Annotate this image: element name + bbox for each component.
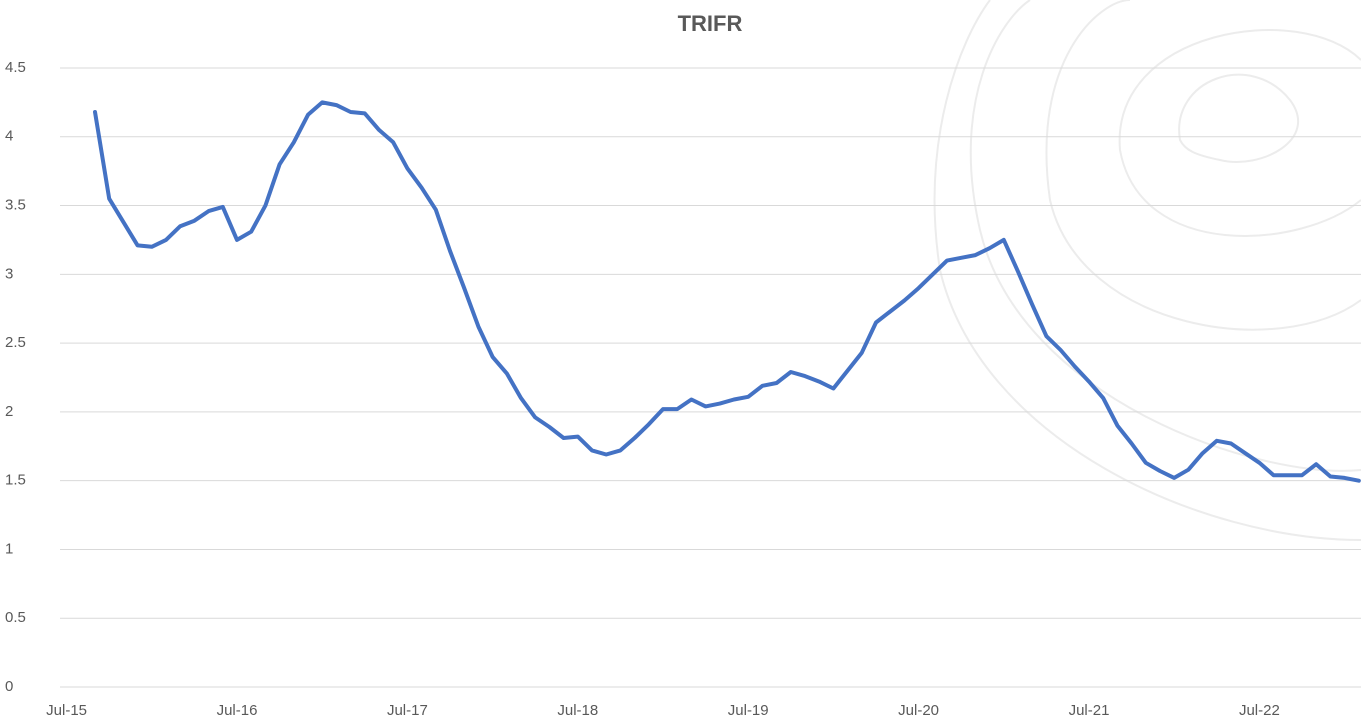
x-tick-label: Jul-22 — [1239, 702, 1280, 719]
y-tick-label: 1 — [5, 540, 13, 557]
y-tick-label: 3 — [5, 265, 13, 282]
x-tick-label: Jul-18 — [557, 702, 598, 719]
x-tick-label: Jul-15 — [46, 702, 87, 719]
y-tick-label: 2.5 — [5, 334, 26, 351]
y-tick-label: 3.5 — [5, 197, 26, 214]
y-tick-label: 1.5 — [5, 472, 26, 489]
y-tick-label: 0.5 — [5, 609, 26, 626]
x-tick-label: Jul-17 — [387, 702, 428, 719]
data-line — [95, 102, 1359, 480]
chart: TRIFR 0 0.5 1 1.5 2 2.5 3 3.5 4 4.5 Jul-15 Jul-16 Ju… — [0, 0, 1361, 724]
chart-title: TRIFR — [678, 11, 743, 36]
x-tick-label: Jul-19 — [728, 702, 769, 719]
y-tick-label: 4.5 — [5, 59, 26, 76]
page: {"chart_data": {"type": "line", "title":… — [0, 0, 1361, 724]
background-decoration — [935, 0, 1361, 540]
x-tick-label: Jul-20 — [898, 702, 939, 719]
x-tick-label: Jul-16 — [217, 702, 258, 719]
y-tick-label: 4 — [5, 128, 13, 145]
y-tick-label: 2 — [5, 403, 13, 420]
y-tick-label: 0 — [5, 678, 13, 695]
x-tick-label: Jul-21 — [1069, 702, 1110, 719]
